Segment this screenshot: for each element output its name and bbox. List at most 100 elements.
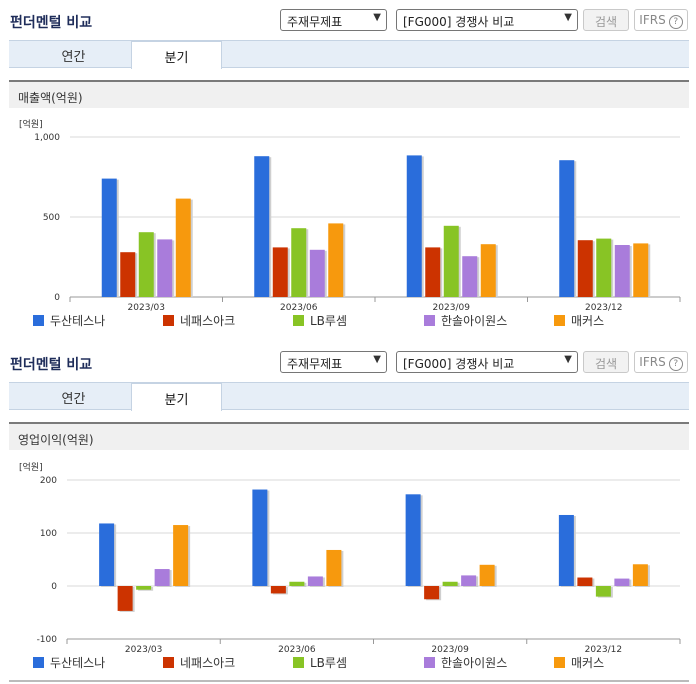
legend-label: 한솔아이원스 <box>441 656 507 670</box>
ifrs-label: IFRS <box>639 355 666 369</box>
bar <box>138 232 154 297</box>
ifrs-label: IFRS <box>639 13 666 27</box>
bar <box>136 586 152 590</box>
y-tick-label: 500 <box>43 213 60 223</box>
x-tick-label: 2023/09 <box>433 303 471 313</box>
bar <box>117 586 133 611</box>
legend-label: 두산테스나 <box>50 314 105 328</box>
legend-swatch <box>163 315 174 326</box>
bar <box>559 160 575 297</box>
legend-entry: 두산테스나 <box>33 656 105 670</box>
legend-swatch <box>554 657 565 668</box>
statement-select-value: 주재무제표 <box>287 357 343 371</box>
legend-swatch <box>33 315 44 326</box>
bar <box>425 247 441 297</box>
bar <box>406 155 422 297</box>
peer-group-select-value: [FG000] 경쟁사 비교 <box>403 357 515 371</box>
legend-entry: 네패스아크 <box>163 314 235 328</box>
x-tick-label: 2023/03 <box>128 303 165 313</box>
legend-label: 네패스아크 <box>180 656 235 670</box>
metric-header: 매출액(억원) <box>9 80 689 108</box>
bar <box>254 156 270 297</box>
statement-select-value: 주재무제표 <box>287 15 343 29</box>
tab-quarterly[interactable]: 분기 <box>131 41 222 69</box>
period-tabs: 연간 분기 <box>9 40 689 69</box>
y-tick-label: 100 <box>40 529 57 539</box>
statement-select[interactable]: 주재무제표 ▼ <box>280 351 387 373</box>
legend-label: 두산테스나 <box>50 656 105 670</box>
bar <box>461 575 477 586</box>
peer-group-select-value: [FG000] 경쟁사 비교 <box>403 15 515 29</box>
metric-header: 영업이익(억원) <box>9 422 689 450</box>
period-tabs: 연간 분기 <box>9 382 689 411</box>
legend-swatch <box>424 315 435 326</box>
bar <box>307 576 323 586</box>
legend-swatch <box>33 657 44 668</box>
legend-swatch <box>163 657 174 668</box>
help-icon: ? <box>668 357 683 371</box>
bar <box>632 564 648 586</box>
x-tick-label: 2023/09 <box>431 645 469 655</box>
bar <box>596 238 612 297</box>
x-tick-label: 2023/12 <box>585 303 622 313</box>
legend-label: LB루셈 <box>310 314 347 328</box>
chevron-down-icon: ▼ <box>564 354 572 365</box>
legend-label: 네패스아크 <box>180 314 235 328</box>
bar <box>289 581 305 586</box>
ifrs-help-button[interactable]: IFRS? <box>634 351 688 373</box>
bar <box>424 586 440 600</box>
bottom-divider <box>9 680 689 682</box>
bar <box>577 240 593 297</box>
bar <box>175 198 191 297</box>
tab-quarterly[interactable]: 분기 <box>131 383 222 411</box>
bar <box>101 178 117 297</box>
bar <box>614 578 630 586</box>
ifrs-help-button[interactable]: IFRS? <box>634 9 688 31</box>
bar <box>633 243 649 297</box>
legend-entry: 네패스아크 <box>163 656 235 670</box>
y-tick-label: 0 <box>54 293 60 303</box>
bar <box>462 256 478 297</box>
bar <box>154 569 170 586</box>
legend-swatch <box>293 315 304 326</box>
legend-label: 매커스 <box>571 656 604 670</box>
bar <box>328 223 344 297</box>
y-tick-label: 200 <box>40 476 57 486</box>
bar <box>173 525 189 586</box>
bar <box>480 244 496 297</box>
x-tick-label: 2023/06 <box>278 645 316 655</box>
statement-select[interactable]: 주재무제표 ▼ <box>280 9 387 31</box>
search-button[interactable]: 검색 <box>583 9 629 31</box>
legend-entry: 매커스 <box>554 314 604 328</box>
section-title: 펀더멘털 비교 <box>10 357 93 373</box>
tab-annual[interactable]: 연간 <box>61 50 86 65</box>
legend-swatch <box>554 315 565 326</box>
legend-entry: 두산테스나 <box>33 314 105 328</box>
chevron-down-icon: ▼ <box>564 12 572 23</box>
bar <box>595 586 611 597</box>
peer-group-select[interactable]: [FG000] 경쟁사 비교 ▼ <box>396 9 578 31</box>
bar <box>99 523 115 586</box>
bar <box>326 549 342 586</box>
bar <box>309 249 325 297</box>
x-tick-label: 2023/12 <box>585 645 622 655</box>
legend-entry: LB루셈 <box>293 314 347 328</box>
chevron-down-icon: ▼ <box>373 12 381 23</box>
bar <box>157 239 173 297</box>
unit-label: [억원] <box>19 118 43 130</box>
peer-group-select[interactable]: [FG000] 경쟁사 비교 ▼ <box>396 351 578 373</box>
x-tick-label: 2023/03 <box>125 645 162 655</box>
bar <box>443 225 459 297</box>
legend-swatch <box>293 657 304 668</box>
bar <box>405 494 421 586</box>
tab-annual[interactable]: 연간 <box>61 392 86 407</box>
section-title: 펀더멘털 비교 <box>10 15 93 31</box>
x-tick-label: 2023/06 <box>280 303 318 313</box>
bar <box>614 245 630 297</box>
legend-entry: 한솔아이원스 <box>424 314 507 328</box>
bar <box>442 581 458 586</box>
bar <box>577 577 593 586</box>
search-button[interactable]: 검색 <box>583 351 629 373</box>
bar <box>291 228 307 297</box>
revenue-bar-chart: [억원] 0 500 1,000 2023/03 2023/06 2023/09 2023/1… <box>19 118 681 328</box>
